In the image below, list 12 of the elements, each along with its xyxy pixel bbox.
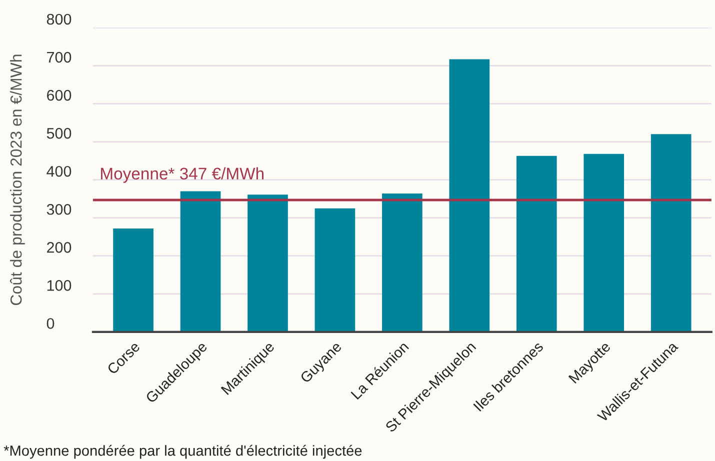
y-tick-label: 600 bbox=[47, 90, 72, 101]
y-axis-title: Coût de production 2023 en €/MWh bbox=[10, 54, 25, 306]
ref-line-label: Moyenne* 347 €/MWh bbox=[101, 167, 264, 183]
y-tick-label: 200 bbox=[47, 242, 72, 253]
y-tick-label: 800 bbox=[46, 14, 72, 25]
y-tick-label: 500 bbox=[46, 128, 72, 139]
text: *Moyenne pondérée par la quantité d'électricité injectée bbox=[4, 444, 362, 459]
y-tick-label: 100 bbox=[47, 280, 72, 291]
y-tick-label: 400 bbox=[46, 166, 72, 177]
y-tick-label: 700 bbox=[47, 52, 72, 63]
y-tick-label: 300 bbox=[46, 204, 72, 215]
y-tick-label: 0 bbox=[46, 318, 54, 329]
